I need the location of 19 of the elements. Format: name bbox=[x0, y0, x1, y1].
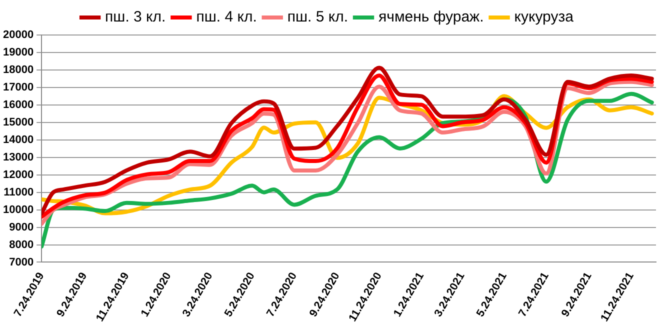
legend-label: пш. 3 кл. bbox=[105, 8, 166, 26]
y-tick-label: 16000 bbox=[2, 98, 34, 111]
y-tick-label: 13000 bbox=[2, 151, 34, 164]
y-tick-label: 7000 bbox=[9, 256, 34, 268]
legend-label: кукуруза bbox=[514, 8, 574, 26]
y-tick-label: 15000 bbox=[2, 116, 34, 128]
legend-label: ячмень фураж. bbox=[378, 8, 484, 26]
y-tick-label: 19000 bbox=[2, 46, 34, 59]
y-tick-label: 14000 bbox=[2, 134, 34, 146]
legend-label: пш. 4 кл. bbox=[196, 8, 257, 26]
y-tick-label: 8000 bbox=[9, 238, 34, 251]
y-tick-label: 20000 bbox=[2, 29, 34, 42]
y-tick-label: 9000 bbox=[9, 221, 34, 234]
y-tick-label: 12000 bbox=[2, 168, 34, 181]
y-tick-label: 18000 bbox=[2, 64, 34, 76]
y-tick-label: 10000 bbox=[2, 204, 34, 216]
y-tick-label: 11000 bbox=[4, 186, 34, 198]
y-tick-label: 17000 bbox=[2, 81, 34, 94]
legend-label: пш. 5 кл. bbox=[287, 8, 348, 26]
